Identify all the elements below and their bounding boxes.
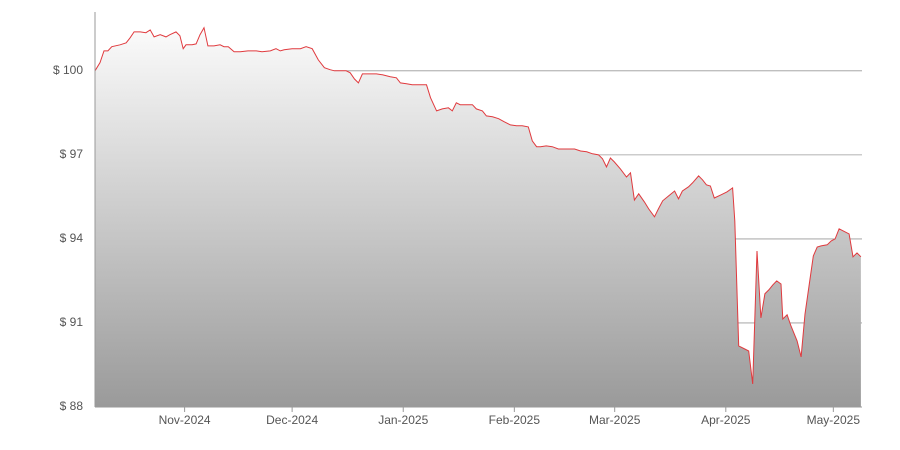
line xyxy=(94,26,862,385)
plot xyxy=(94,26,862,407)
x-tick-label: Jan-2025 xyxy=(378,413,428,427)
y-tick-label: $ 88 xyxy=(60,399,84,413)
x-tick-label: May-2025 xyxy=(807,413,861,427)
x-tick-label: Apr-2025 xyxy=(701,413,751,427)
y-tick-label: $ 94 xyxy=(60,231,84,245)
x-tick-label: Nov-2024 xyxy=(159,413,211,427)
x-tick-label: Dec-2024 xyxy=(266,413,318,427)
x-tick-label: Mar-2025 xyxy=(589,413,641,427)
axes: $ 88 $ 91 $ 94 $ 97 $ 100 Nov-2024 Dec-2024 Jan… xyxy=(53,12,862,427)
y-tick-label: $ 97 xyxy=(60,147,84,161)
area xyxy=(95,27,861,407)
y-tick-label: $ 91 xyxy=(60,315,84,329)
x-tick-label: Feb-2025 xyxy=(489,413,541,427)
y-tick-label: $ 100 xyxy=(53,63,83,77)
